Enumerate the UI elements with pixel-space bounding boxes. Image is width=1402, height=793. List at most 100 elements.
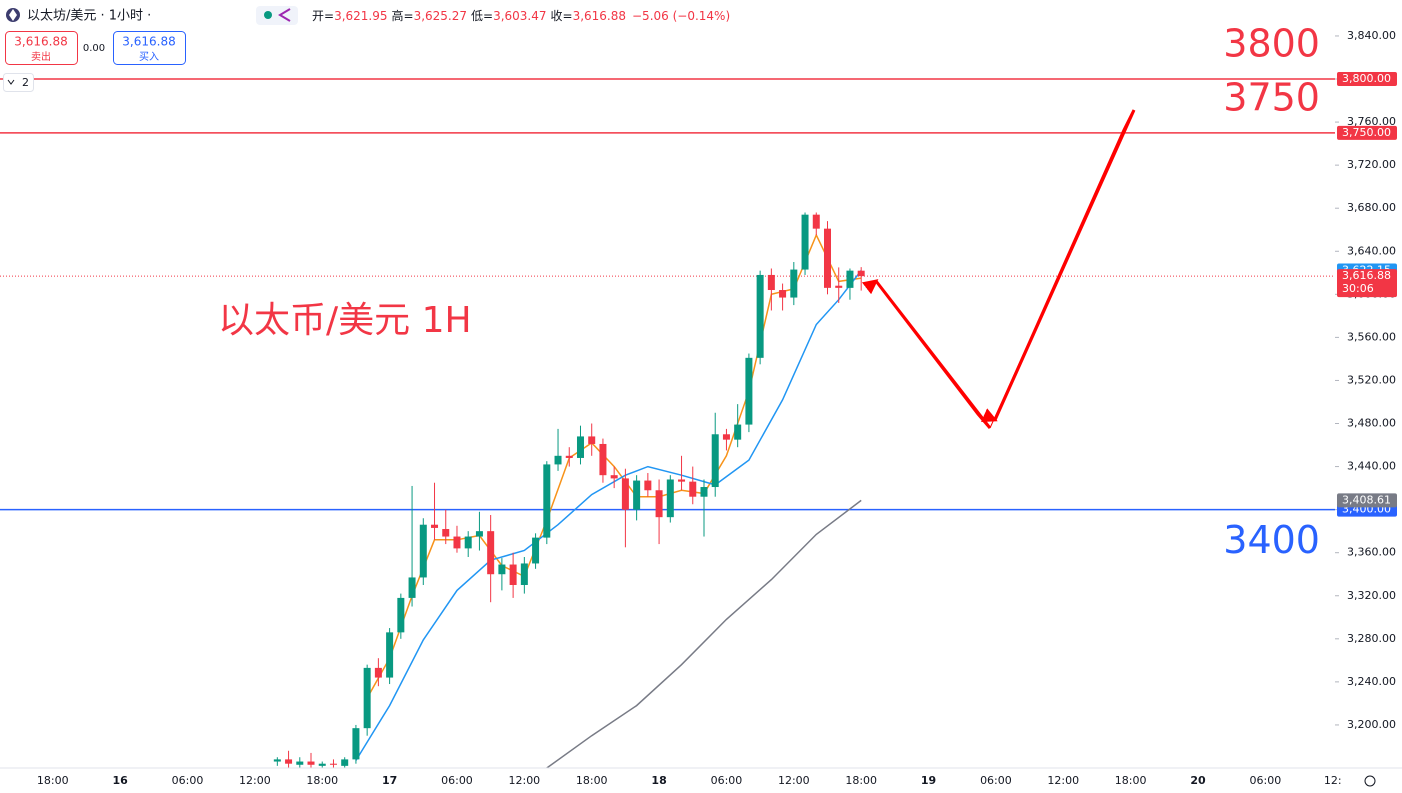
candle-body bbox=[678, 479, 686, 482]
ohlc-label: 收= bbox=[551, 9, 573, 23]
candle-body bbox=[509, 564, 517, 585]
candle-body bbox=[498, 564, 506, 575]
price-box bbox=[1337, 269, 1397, 298]
settings-icon[interactable] bbox=[1364, 775, 1376, 787]
candle-body bbox=[554, 455, 562, 465]
candle-body bbox=[543, 464, 551, 538]
y-tick-label: 3,280.00 bbox=[1347, 632, 1396, 645]
candle-body bbox=[363, 667, 371, 729]
moving-average bbox=[546, 499, 862, 768]
candle-body bbox=[790, 269, 798, 298]
candle-body bbox=[464, 536, 472, 549]
x-tick-label: 12:00 bbox=[508, 774, 540, 787]
ohlc-value: 3,625.27 bbox=[414, 9, 467, 23]
buy-price: 3,616.88 bbox=[122, 35, 175, 49]
buy-button[interactable] bbox=[113, 31, 186, 65]
level-text: 3800 bbox=[1223, 22, 1320, 66]
candle-body bbox=[520, 563, 528, 585]
ohlc-value: 3,603.47 bbox=[493, 9, 546, 23]
candle-body bbox=[689, 481, 697, 497]
candle-body bbox=[857, 270, 865, 277]
chevron bbox=[7, 79, 15, 85]
y-tick-label: 3,560.00 bbox=[1347, 330, 1396, 343]
buy-label: 买入 bbox=[139, 51, 159, 63]
y-tick-label: 3,320.00 bbox=[1347, 589, 1396, 602]
candle-body bbox=[273, 759, 281, 762]
x-tick-label: 18:00 bbox=[306, 774, 338, 787]
candle-body bbox=[655, 490, 663, 518]
level-box-label: 3,800.00 bbox=[1342, 72, 1391, 85]
candle-body bbox=[633, 480, 641, 510]
toggle[interactable] bbox=[256, 6, 298, 25]
indicator-toggle[interactable] bbox=[3, 73, 34, 92]
price-box-countdown: 30:06 bbox=[1342, 282, 1374, 295]
level-box-label: 3,750.00 bbox=[1342, 126, 1391, 139]
candle-body bbox=[666, 479, 674, 518]
x-tick-label: 06:00 bbox=[441, 774, 473, 787]
x-tick-label: 18:00 bbox=[37, 774, 69, 787]
plot-area bbox=[0, 78, 1335, 768]
level-text: 3750 bbox=[1223, 75, 1320, 119]
sell-price: 3,616.88 bbox=[14, 35, 67, 49]
candle-body bbox=[475, 531, 483, 537]
candle-body bbox=[801, 214, 809, 270]
toggle-icon bbox=[278, 8, 291, 22]
ohlc-label: 开= bbox=[312, 9, 334, 23]
ma-box bbox=[1337, 493, 1397, 508]
x-tick-label: 16 bbox=[112, 774, 128, 787]
chart-annotation: 以太币/美元 1H bbox=[218, 300, 472, 341]
y-tick-label: 3,680.00 bbox=[1347, 201, 1396, 214]
sell-button[interactable] bbox=[5, 31, 78, 65]
ohlc-value: 3,621.95 bbox=[334, 9, 387, 23]
candle-body bbox=[756, 274, 764, 358]
candle-body bbox=[599, 443, 607, 476]
y-tick-label: 3,760.00 bbox=[1347, 115, 1396, 128]
y-tick-label: 3,440.00 bbox=[1347, 460, 1396, 473]
candle-body bbox=[835, 285, 843, 288]
candle-body bbox=[588, 436, 596, 444]
y-tick-label: 3,840.00 bbox=[1347, 29, 1396, 42]
level-text: 3400 bbox=[1223, 518, 1320, 562]
x-tick-label: 19 bbox=[921, 774, 936, 787]
y-tick-label: 3,360.00 bbox=[1347, 546, 1396, 559]
candle-body bbox=[722, 434, 730, 440]
y-tick-label: 3,720.00 bbox=[1347, 158, 1396, 171]
x-tick-label: 20 bbox=[1190, 774, 1206, 787]
price-axis: 3,200.00 3,240.00 3,280.00 3,320.00 3,360.00… bbox=[37, 29, 1397, 787]
x-tick-label: 06:00 bbox=[172, 774, 204, 787]
candle-body bbox=[812, 214, 820, 229]
ohlc-label: 低= bbox=[471, 9, 493, 23]
x-tick-label: 18 bbox=[651, 774, 666, 787]
candle-body bbox=[386, 632, 394, 678]
candle-body bbox=[532, 537, 540, 564]
x-tick-label: 18:00 bbox=[845, 774, 877, 787]
candle-body bbox=[341, 759, 349, 766]
candle-body bbox=[565, 455, 573, 458]
y-tick-label: 3,240.00 bbox=[1347, 675, 1396, 688]
symbol-icon-glyph bbox=[9, 9, 17, 21]
candle-body bbox=[745, 357, 753, 425]
x-tick-label: 12:00 bbox=[1047, 774, 1079, 787]
candle-body bbox=[711, 434, 719, 488]
candle-body bbox=[734, 424, 742, 440]
y-tick-label: 3,640.00 bbox=[1347, 244, 1396, 257]
candle-body bbox=[352, 728, 360, 760]
candle-body bbox=[823, 228, 831, 288]
x-tick-label: 06:00 bbox=[711, 774, 743, 787]
candle-body bbox=[285, 759, 293, 764]
x-tick-label: 12:00 bbox=[239, 774, 271, 787]
candle-body bbox=[487, 531, 495, 575]
spread: 0.00 bbox=[83, 43, 105, 54]
x-tick-label: 17 bbox=[382, 774, 397, 787]
candle-body bbox=[453, 536, 461, 549]
level-box bbox=[1337, 125, 1397, 140]
candle-body bbox=[846, 270, 854, 288]
x-tick-label: 18:00 bbox=[1115, 774, 1147, 787]
candle-body bbox=[318, 763, 326, 766]
candle-body bbox=[431, 524, 439, 528]
x-tick-label: 12:00 bbox=[778, 774, 810, 787]
candle-body bbox=[329, 763, 337, 765]
ohlc-value: 3,616.88 bbox=[573, 9, 626, 23]
x-tick-label: 12: bbox=[1324, 774, 1342, 787]
level-box bbox=[1337, 72, 1397, 87]
